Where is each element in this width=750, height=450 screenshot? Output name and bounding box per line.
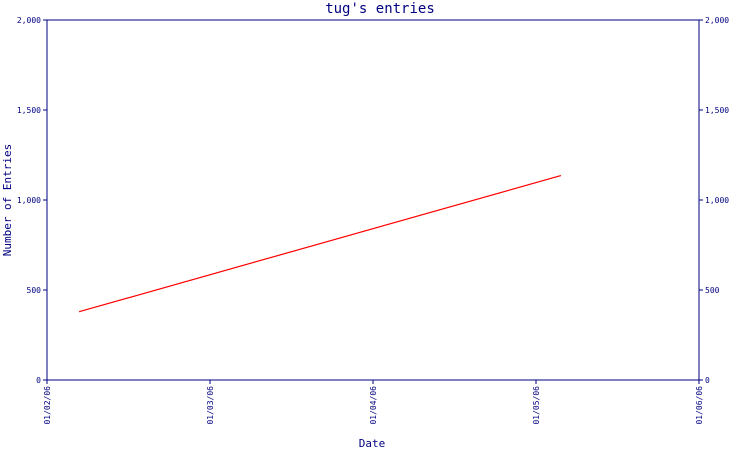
series-point bbox=[559, 175, 562, 177]
right-y-tick-label: 2,000 bbox=[705, 16, 729, 25]
x-tick-label: 01/05/06 bbox=[532, 386, 541, 425]
plot-area-frame bbox=[46, 19, 700, 381]
x-tick-label: 01/02/06 bbox=[43, 386, 52, 425]
x-axis: 01/02/06 01/03/06 01/04/06 01/05/06 01/06/06 bbox=[43, 380, 704, 425]
right-y-tick-label: 1,000 bbox=[705, 196, 729, 205]
x-axis-label: Date bbox=[359, 437, 386, 450]
left-y-axis: 0 500 1,000 1,500 2,000 bbox=[17, 16, 47, 385]
left-y-tick-label: 0 bbox=[36, 376, 41, 385]
left-y-tick-label: 1,500 bbox=[17, 106, 41, 115]
chart-title: tug's entries bbox=[325, 1, 435, 17]
right-y-axis: 0 500 1,000 1,500 2,000 bbox=[699, 16, 729, 385]
right-y-tick-label: 500 bbox=[705, 286, 720, 295]
left-y-tick-label: 1,000 bbox=[17, 196, 41, 205]
series-layer bbox=[79, 175, 562, 313]
y-axis-label: Number of Entries bbox=[1, 144, 14, 257]
series-point bbox=[79, 311, 81, 313]
right-y-tick-label: 0 bbox=[705, 376, 710, 385]
x-tick-label: 01/03/06 bbox=[206, 386, 215, 425]
left-y-tick-label: 500 bbox=[27, 286, 42, 295]
x-tick-label: 01/06/06 bbox=[695, 386, 704, 425]
series-line bbox=[79, 175, 561, 313]
right-y-tick-label: 1,500 bbox=[705, 106, 729, 115]
left-y-tick-label: 2,000 bbox=[17, 16, 41, 25]
x-tick-label: 01/04/06 bbox=[369, 386, 378, 425]
